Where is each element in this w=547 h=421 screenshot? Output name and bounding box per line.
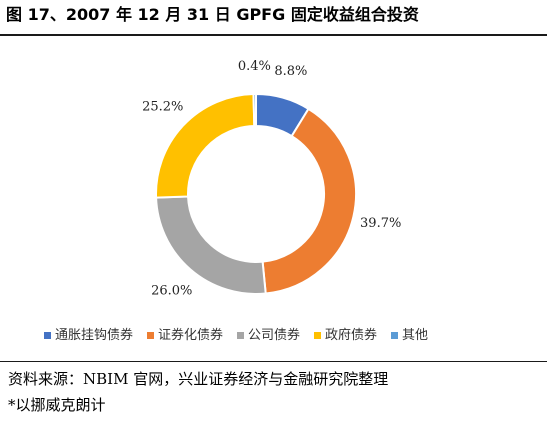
legend-swatch-securitized: [147, 332, 154, 339]
donut-slices: [155, 92, 357, 295]
legend-label-government: 政府债券: [325, 327, 377, 343]
donut-chart: 8.8% 39.7% 26.0% 25.2% 0.4% 通胀挂钩债券 证券化债券 公司债券 政…: [44, 59, 428, 343]
legend-swatch-government: [314, 332, 321, 339]
legend-swatch-other: [391, 332, 398, 339]
legend-item-government: 政府债券: [314, 327, 377, 343]
slice-label-other: 0.4%: [238, 59, 271, 74]
legend-label-corporate: 公司债券: [248, 327, 300, 343]
legend-label-securitized: 证券化债券: [158, 327, 223, 343]
source-note: 资料来源：NBIM 官网，兴业证券经济与金融研究院整理: [8, 370, 389, 388]
currency-note: *以挪威克朗计: [8, 396, 106, 414]
slice-corporate: [155, 195, 267, 295]
chart-legend: 通胀挂钩债券 证券化债券 公司债券 政府债券 其他: [44, 327, 428, 343]
slice-other: [252, 92, 257, 128]
bottom-divider: [0, 361, 547, 362]
legend-label-other: 其他: [402, 328, 428, 343]
slice-label-government: 25.2%: [142, 99, 183, 114]
legend-item-inflation-linked: 通胀挂钩债券: [44, 327, 133, 343]
legend-swatch-inflation-linked: [44, 332, 51, 339]
chart-title: 图 17、2007 年 12 月 31 日 GPFG 固定收益组合投资: [6, 5, 419, 24]
slice-label-corporate: 26.0%: [151, 283, 192, 298]
legend-swatch-corporate: [237, 332, 244, 339]
slice-securitized: [261, 107, 357, 295]
slice-label-inflation-linked: 8.8%: [274, 64, 307, 79]
legend-item-securitized: 证券化债券: [147, 327, 223, 343]
legend-item-corporate: 公司债券: [237, 327, 300, 343]
legend-item-other: 其他: [391, 328, 428, 343]
slice-labels: 8.8% 39.7% 26.0% 25.2% 0.4%: [142, 59, 401, 298]
top-divider: [0, 34, 547, 36]
slice-label-securitized: 39.7%: [360, 216, 401, 231]
legend-label-inflation-linked: 通胀挂钩债券: [55, 327, 133, 343]
